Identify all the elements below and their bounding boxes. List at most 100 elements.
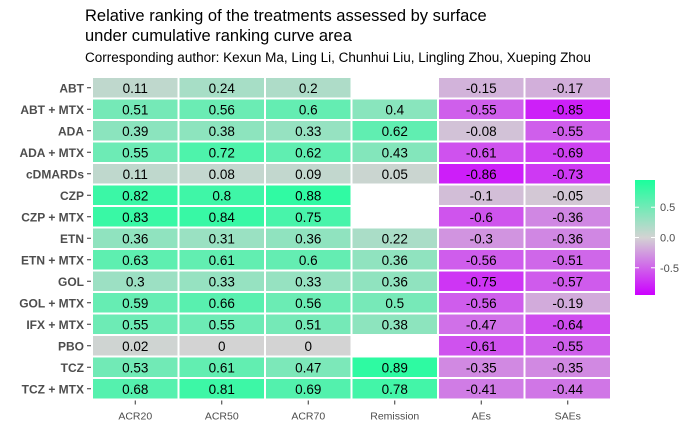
cell-value-label: -0.55: [466, 102, 497, 117]
cell-value-label: 0.24: [209, 81, 236, 96]
heatmap-cell: [179, 336, 264, 356]
heatmap-cell: [525, 228, 610, 248]
x-tick-label: Remission: [370, 411, 419, 423]
heatmap-cell: [439, 336, 524, 356]
heatmap-cell: [439, 78, 524, 98]
cell-value-label: -0.61: [466, 339, 497, 354]
cell-value-label: -0.55: [552, 124, 583, 139]
cell-value-label: -0.08: [466, 124, 497, 139]
cell-value-label: 0.72: [209, 145, 235, 160]
heatmap-cell: [439, 185, 524, 205]
heatmap-cell: [179, 207, 264, 227]
cell-value-label: -0.64: [552, 317, 583, 332]
cell-value-label: 0.88: [295, 188, 321, 203]
heatmap-cell: [266, 293, 351, 313]
cell-value-label: 0.11: [123, 167, 148, 182]
cell-value-label: -0.35: [552, 360, 583, 375]
cell-value-label: -0.75: [466, 274, 497, 289]
chart-subtitle: Corresponding author: Kexun Ma, Ling Li,…: [85, 50, 591, 65]
cell-value-label: 0.63: [122, 253, 148, 268]
heatmap-cell: [179, 250, 264, 270]
heatmap-cell: [179, 185, 264, 205]
cell-value-label: 0.39: [122, 124, 148, 139]
heatmap-cell: [439, 99, 524, 119]
heatmap-cell: [266, 142, 351, 162]
heatmap-cell: [93, 293, 178, 313]
heatmap-cell: [439, 293, 524, 313]
heatmap-cell: [93, 207, 178, 227]
heatmap-cell: [93, 99, 178, 119]
cell-value-label: 0.82: [122, 188, 148, 203]
heatmap-cell: [525, 271, 610, 291]
y-tick-label: ETN + MTX: [21, 253, 84, 267]
cell-value-label: -0.15: [466, 81, 497, 96]
heatmap-cell: [439, 228, 524, 248]
heatmap-cell: [266, 250, 351, 270]
y-tick-label: TCZ + MTX: [22, 382, 84, 396]
cell-value-label: -0.55: [552, 339, 583, 354]
heatmap-cell: [525, 293, 610, 313]
heatmap-cell: [352, 250, 437, 270]
heatmap-cell: [266, 185, 351, 205]
x-tick-label: AEs: [472, 411, 491, 423]
heatmap-cell: [525, 164, 610, 184]
cell-value-label: -0.35: [466, 360, 497, 375]
heatmap-cell: [93, 164, 178, 184]
heatmap-cell: [93, 228, 178, 248]
heatmap-cell: [93, 357, 178, 377]
cell-value-label: 0.51: [295, 317, 321, 332]
heatmap-cell: [266, 271, 351, 291]
cell-value-label: -0.73: [552, 167, 583, 182]
cell-value-label: 0.81: [209, 382, 235, 397]
cell-value-label: 0.62: [295, 145, 321, 160]
heatmap-cell: [93, 336, 178, 356]
cell-value-label: 0.56: [295, 296, 321, 311]
heatmap-cell: [352, 164, 437, 184]
heatmap-cell: [439, 379, 524, 399]
cell-value-label: 0.89: [382, 360, 408, 375]
x-tick-label: ACR70: [291, 411, 325, 423]
cell-value-label: 0.55: [122, 317, 148, 332]
cell-value-label: 0.56: [209, 102, 235, 117]
cell-value-label: -0.3: [470, 231, 493, 246]
y-tick-label: IFX + MTX: [26, 318, 84, 332]
cell-value-label: 0.75: [295, 210, 321, 225]
cell-value-label: 0.38: [209, 124, 235, 139]
cell-value-label: 0.2: [299, 81, 318, 96]
cell-value-label: 0.59: [122, 296, 148, 311]
cell-value-label: 0.53: [122, 360, 148, 375]
cell-value-label: 0.33: [295, 274, 321, 289]
heatmap-cell: [93, 142, 178, 162]
cell-value-label: 0.43: [382, 145, 408, 160]
heatmap-cell: [266, 78, 351, 98]
heatmap-cell: [179, 164, 264, 184]
cell-value-label: 0.83: [122, 210, 148, 225]
cell-value-label: -0.57: [552, 274, 583, 289]
y-tick-label: CZP + MTX: [21, 210, 84, 224]
heatmap-cell: [266, 121, 351, 141]
heatmap-cell: [439, 207, 524, 227]
heatmap-cell: [439, 357, 524, 377]
heatmap-cell: [352, 271, 437, 291]
y-tick-label: cDMARDs: [26, 167, 84, 181]
heatmap-cell: [179, 357, 264, 377]
cell-value-label: -0.36: [552, 210, 583, 225]
cell-value-label: -0.61: [466, 145, 497, 160]
heatmap-cell: [266, 314, 351, 334]
heatmap-cell: [525, 142, 610, 162]
legend-tick-label: -0.5: [660, 263, 679, 275]
cell-value-label: 0.11: [123, 81, 148, 96]
cell-value-label: 0.66: [209, 296, 235, 311]
heatmap-cell: [266, 379, 351, 399]
cell-value-label: -0.69: [552, 145, 583, 160]
heatmap-cell: [266, 336, 351, 356]
cell-value-label: 0.62: [382, 124, 408, 139]
x-tick-label: ACR20: [118, 411, 152, 423]
heatmap-cell: [352, 121, 437, 141]
heatmap-cell: [93, 78, 178, 98]
cell-value-label: 0: [218, 339, 226, 354]
y-tick-label: ABT: [59, 81, 84, 95]
cell-value-label: 0.22: [382, 231, 408, 246]
heatmap-cell: [525, 357, 610, 377]
heatmap-cell: [179, 379, 264, 399]
